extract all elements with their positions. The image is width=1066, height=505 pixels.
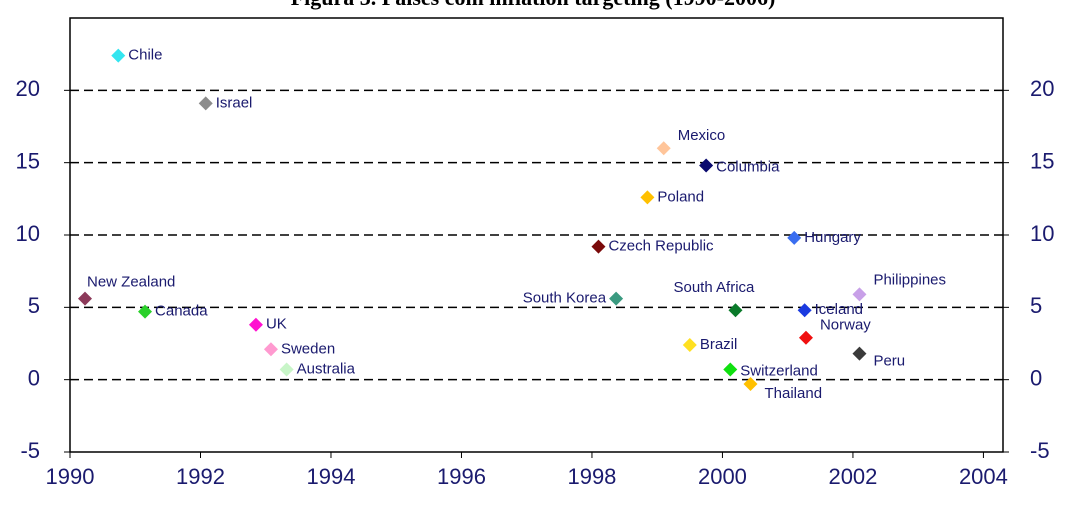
y-tick-label: 15 <box>16 148 40 173</box>
point <box>138 304 153 319</box>
y2-tick-label: 20 <box>1030 76 1054 101</box>
point <box>728 303 743 318</box>
point <box>198 96 213 111</box>
point <box>682 337 697 352</box>
point <box>111 48 126 63</box>
y-tick-label: 10 <box>16 221 40 246</box>
point-label: Brazil <box>700 336 738 353</box>
point <box>852 287 867 302</box>
point <box>640 190 655 205</box>
point <box>248 317 263 332</box>
point-label: Czech Republic <box>608 238 714 255</box>
x-tick-label: 1992 <box>176 464 225 489</box>
point <box>263 342 278 357</box>
point-label: Australia <box>297 361 356 378</box>
point <box>723 362 738 377</box>
point-label: Philippines <box>873 271 946 288</box>
x-tick-label: 1994 <box>307 464 356 489</box>
point-label: UK <box>266 316 287 333</box>
x-tick-label: 2000 <box>698 464 747 489</box>
point-label: South Africa <box>673 279 755 296</box>
point-label: Switzerland <box>740 363 818 380</box>
point-label: Canada <box>155 303 208 320</box>
point <box>797 303 812 318</box>
y2-tick-label: 10 <box>1030 221 1054 246</box>
point-label: Chile <box>128 47 162 64</box>
x-tick-label: 1998 <box>567 464 616 489</box>
point-label: Sweden <box>281 340 335 357</box>
point-label: Peru <box>873 353 905 370</box>
y-tick-label: -5 <box>20 438 40 463</box>
point <box>798 330 813 345</box>
point-label: Thailand <box>765 385 823 402</box>
point-label: Norway <box>820 317 871 334</box>
point <box>78 291 93 306</box>
point-label: Mexico <box>678 127 726 144</box>
y-tick-label: 5 <box>28 293 40 318</box>
point <box>279 362 294 377</box>
point-label: Iceland <box>815 301 863 318</box>
y-tick-label: 0 <box>28 365 40 390</box>
x-tick-label: 2004 <box>959 464 1008 489</box>
point <box>609 291 624 306</box>
chart-title: Figura 3. Países com inflation targeting… <box>291 0 776 10</box>
y-tick-label: 20 <box>16 76 40 101</box>
point-label: Columbia <box>716 159 780 176</box>
point <box>656 141 671 156</box>
y2-tick-label: 0 <box>1030 365 1042 390</box>
point-label: Hungary <box>804 229 861 246</box>
x-tick-label: 1996 <box>437 464 486 489</box>
point <box>743 377 758 392</box>
point <box>852 346 867 361</box>
point <box>699 158 714 173</box>
y2-tick-label: 15 <box>1030 148 1054 173</box>
y2-tick-label: 5 <box>1030 293 1042 318</box>
y2-tick-label: -5 <box>1030 438 1050 463</box>
point-label: New Zealand <box>87 274 175 291</box>
point-label: Poland <box>657 188 704 205</box>
point <box>591 239 606 254</box>
x-tick-label: 1990 <box>46 464 95 489</box>
point-label: South Korea <box>523 290 607 307</box>
x-tick-label: 2002 <box>828 464 877 489</box>
point-label: Israel <box>216 94 253 111</box>
point <box>787 230 802 245</box>
